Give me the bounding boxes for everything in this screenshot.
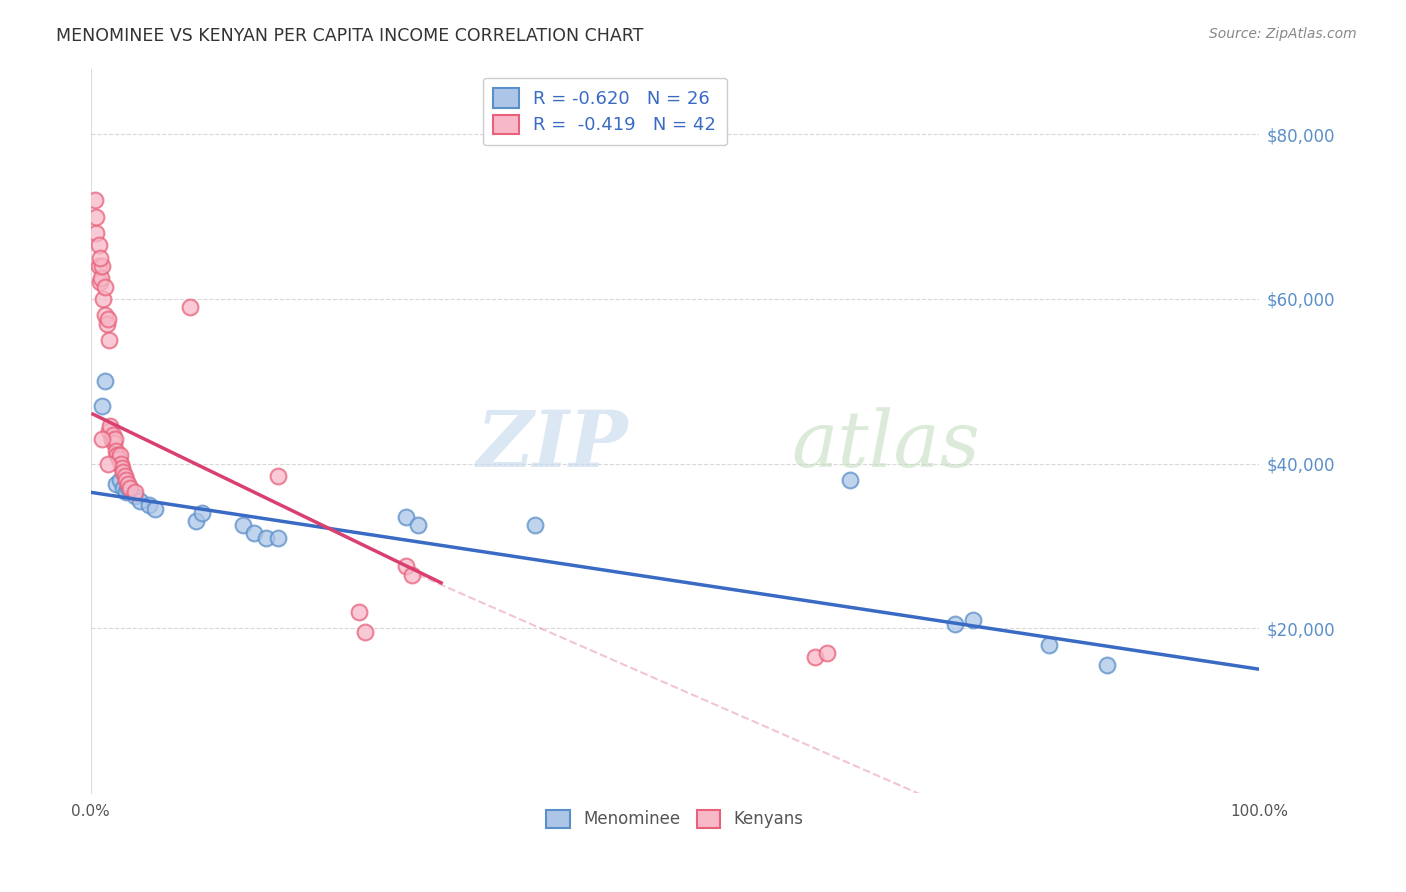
Point	[143, 501, 166, 516]
Point	[395, 559, 418, 574]
Point	[87, 259, 110, 273]
Point	[87, 238, 110, 252]
Text: Source: ZipAtlas.com: Source: ZipAtlas.com	[1209, 27, 1357, 41]
Point	[1097, 658, 1119, 673]
Point	[97, 457, 120, 471]
Point	[117, 481, 139, 495]
Point	[91, 259, 114, 273]
Point	[108, 448, 131, 462]
Point	[86, 226, 108, 240]
Point	[120, 481, 142, 495]
Point	[90, 271, 112, 285]
Point	[100, 419, 122, 434]
Point	[103, 436, 125, 450]
Point	[96, 317, 118, 331]
Point	[112, 481, 135, 495]
Point	[105, 444, 128, 458]
Point	[349, 605, 371, 619]
Point	[105, 477, 128, 491]
Point	[354, 625, 377, 640]
Point	[138, 498, 160, 512]
Text: atlas: atlas	[792, 407, 980, 483]
Point	[112, 465, 135, 479]
Point	[1038, 638, 1060, 652]
Point	[395, 510, 418, 524]
Point	[110, 457, 132, 471]
Point	[523, 518, 546, 533]
Point	[117, 477, 139, 491]
Point	[401, 567, 423, 582]
Point	[124, 485, 146, 500]
Point	[184, 514, 207, 528]
Point	[84, 193, 107, 207]
Point	[89, 251, 111, 265]
Point	[91, 399, 114, 413]
Point	[98, 424, 121, 438]
Point	[111, 460, 134, 475]
Point	[406, 518, 429, 533]
Point	[962, 613, 984, 627]
Point	[266, 468, 288, 483]
Point	[231, 518, 253, 533]
Point	[93, 374, 115, 388]
Point	[114, 473, 136, 487]
Point	[243, 526, 266, 541]
Point	[839, 473, 862, 487]
Point	[943, 617, 966, 632]
Point	[107, 448, 129, 462]
Point	[804, 649, 827, 664]
Point	[815, 646, 838, 660]
Point	[93, 309, 115, 323]
Point	[100, 432, 122, 446]
Point	[254, 531, 277, 545]
Point	[101, 427, 124, 442]
Point	[93, 279, 115, 293]
Point	[190, 506, 212, 520]
Point	[98, 333, 121, 347]
Point	[93, 292, 115, 306]
Text: ZIP: ZIP	[477, 407, 628, 483]
Text: MENOMINEE VS KENYAN PER CAPITA INCOME CORRELATION CHART: MENOMINEE VS KENYAN PER CAPITA INCOME CO…	[56, 27, 644, 45]
Point	[104, 432, 127, 446]
Point	[100, 432, 122, 446]
Point	[124, 490, 146, 504]
Point	[91, 432, 114, 446]
Point	[114, 468, 136, 483]
Point	[107, 452, 129, 467]
Point	[128, 493, 150, 508]
Point	[114, 485, 136, 500]
Legend: Menominee, Kenyans: Menominee, Kenyans	[540, 803, 810, 835]
Point	[266, 531, 288, 545]
Point	[86, 210, 108, 224]
Point	[108, 473, 131, 487]
Point	[97, 312, 120, 326]
Point	[179, 300, 201, 314]
Point	[89, 276, 111, 290]
